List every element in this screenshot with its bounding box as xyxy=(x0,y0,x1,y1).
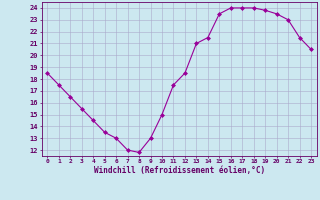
X-axis label: Windchill (Refroidissement éolien,°C): Windchill (Refroidissement éolien,°C) xyxy=(94,166,265,175)
